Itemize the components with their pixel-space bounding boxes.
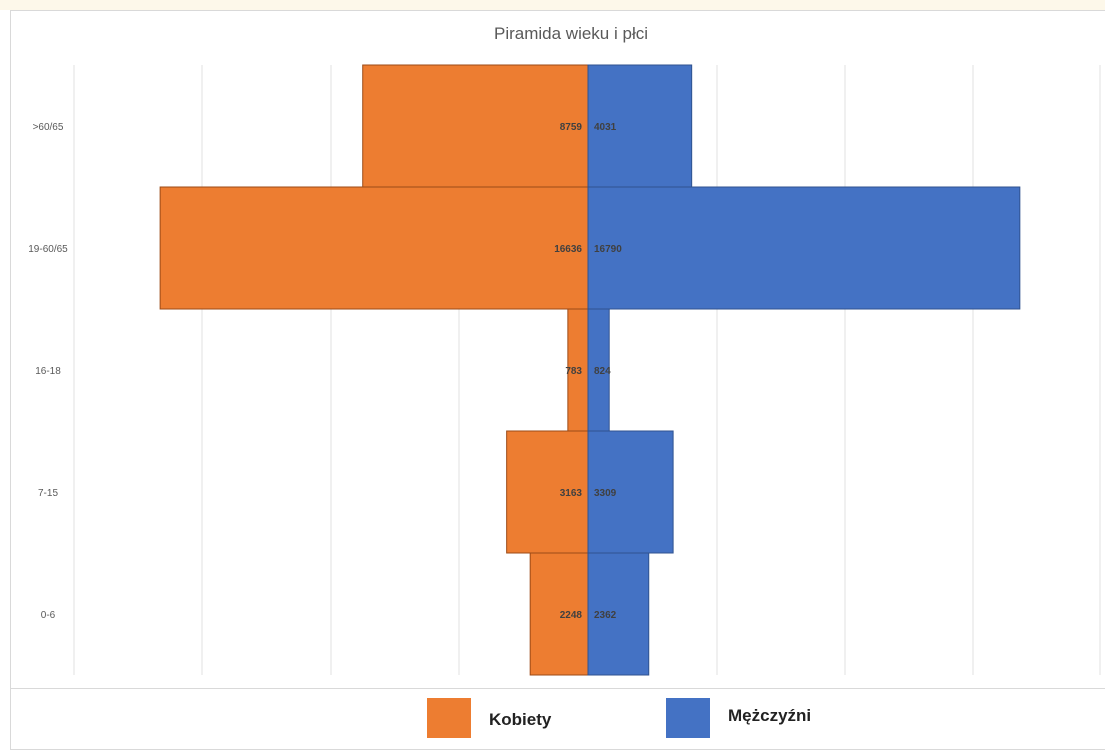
legend-divider [10,688,1105,689]
data-label-kobiety-1: 16636 [554,244,582,255]
bar-mezczyzni-1 [587,186,1021,310]
category-label-4: 0-6 [41,610,56,621]
legend-item-mezczyzni: Mężczyźni [666,698,811,738]
top-strip [0,0,1105,10]
data-label-kobiety-3: 3163 [560,488,583,499]
legend-label-mezczyzni: Mężczyźni [728,706,812,725]
legend-item-kobiety: Kobiety [427,698,551,738]
bar-mezczyzni-3 [587,430,674,554]
chart-title: Piramida wieku i płci [494,24,648,43]
bar-kobiety-1 [159,186,589,310]
legend-swatch-mezczyzni [666,698,710,738]
bar-mezczyzni-4 [587,552,650,676]
category-label-2: 16-18 [35,366,61,377]
bar-mezczyzni-0 [587,64,693,188]
data-label-mezczyzni-2: 824 [594,366,611,377]
category-label-0: >60/65 [33,122,64,133]
category-label-1: 19-60/65 [28,244,68,255]
data-label-kobiety-0: 8759 [560,122,583,133]
data-label-mezczyzni-1: 16790 [594,244,622,255]
bar-kobiety-4 [529,552,589,676]
data-label-mezczyzni-4: 2362 [594,610,617,621]
data-label-kobiety-4: 2248 [560,610,583,621]
bar-kobiety-0 [362,64,589,188]
legend-swatch-kobiety [427,698,471,738]
data-label-mezczyzni-3: 3309 [594,488,617,499]
data-label-mezczyzni-0: 4031 [594,122,617,133]
legend-label-kobiety: Kobiety [489,710,552,729]
category-label-3: 7-15 [38,488,58,499]
chart-plot: 8759 4031 >60/65 16636 16790 19-60/65 783 824 16… [28,64,1101,676]
data-label-kobiety-2: 783 [565,366,582,377]
